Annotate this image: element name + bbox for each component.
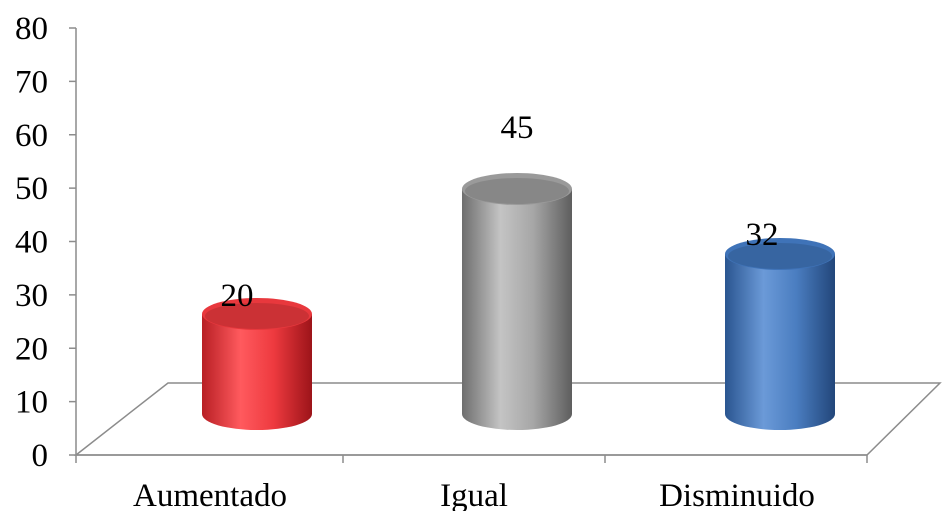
bar-top (725, 238, 835, 270)
bar-aumentado (202, 298, 312, 430)
category-label: Aumentado (133, 478, 287, 511)
y-tick-label: 30 (15, 278, 48, 314)
bar-top (202, 298, 312, 330)
bar-top-shade (205, 303, 309, 329)
bar-top-shade (465, 178, 569, 204)
x-axis-ticks (75, 455, 868, 463)
y-tick-label: 50 (15, 171, 48, 207)
y-tick-label: 80 (15, 11, 48, 47)
bar-igual (462, 173, 572, 430)
y-tick-label: 20 (15, 331, 48, 367)
bar-body (202, 314, 312, 430)
data-labels-group: 20 45 32 (221, 110, 779, 314)
bar-top-shade (728, 243, 832, 269)
bar-body (462, 189, 572, 430)
category-label: Disminuido (659, 478, 815, 511)
data-label: 32 (746, 217, 779, 253)
bar-top (462, 173, 572, 205)
data-label: 20 (221, 278, 254, 314)
y-axis-ticks: 0 10 20 30 40 50 60 70 80 (15, 11, 76, 474)
bar-disminuido (725, 238, 835, 430)
bar-body (725, 254, 835, 430)
data-label: 45 (501, 110, 534, 146)
y-tick-label: 0 (32, 438, 49, 474)
category-label: Igual (440, 478, 508, 511)
bars-group (202, 173, 835, 430)
y-tick-label: 70 (15, 64, 48, 100)
category-labels-group: Aumentado Igual Disminuido (133, 478, 815, 511)
y-tick-label: 60 (15, 118, 48, 154)
y-tick-label: 10 (15, 385, 48, 421)
y-tick-label: 40 (15, 225, 48, 261)
